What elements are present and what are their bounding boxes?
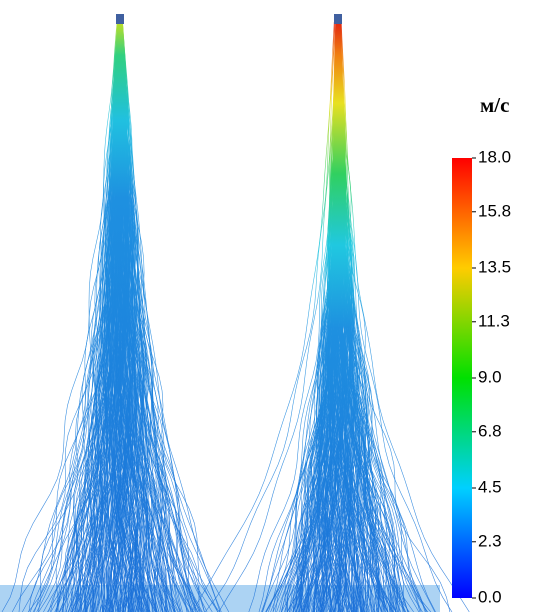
streamline	[258, 21, 337, 612]
streamline	[115, 21, 122, 612]
tick-label: 2.3	[478, 531, 502, 550]
streamline	[292, 21, 338, 612]
streamline	[43, 21, 119, 612]
colorbar	[452, 158, 472, 598]
streamline	[341, 21, 470, 612]
streamline	[11, 21, 118, 612]
streamline	[78, 21, 120, 612]
streamline	[121, 21, 200, 612]
tick-label: 4.5	[478, 477, 502, 496]
streamline	[292, 21, 338, 612]
streamline	[84, 21, 120, 612]
streamline	[248, 21, 336, 612]
nozzle	[334, 14, 342, 24]
tick-label: 9.0	[478, 367, 502, 386]
nozzle	[116, 14, 124, 24]
streamline	[29, 21, 119, 612]
colorbar-ticks: 18.0 15.8 13.5 11.3 9.0 6.8 4.5 2.3 0.0	[472, 147, 511, 606]
streamline	[101, 21, 120, 612]
streamline	[268, 21, 337, 612]
streamlines	[0, 21, 470, 612]
tick-label: 13.5	[478, 257, 511, 276]
streamline	[113, 21, 121, 612]
streamline	[339, 21, 408, 612]
tick-label: 18.0	[478, 147, 511, 166]
streamline	[339, 21, 422, 612]
streamline	[85, 21, 120, 612]
streamline	[335, 21, 353, 612]
streamline	[338, 21, 367, 612]
streamline	[1, 21, 118, 612]
streamline	[339, 21, 406, 612]
streamline	[62, 21, 119, 612]
streamline	[120, 21, 156, 612]
streamline	[55, 21, 119, 612]
streamline	[119, 21, 141, 612]
streamline	[121, 21, 205, 612]
tick-label: 0.0	[478, 587, 502, 606]
streamline	[191, 21, 335, 612]
streamline	[120, 21, 158, 612]
streamline	[28, 21, 119, 612]
colorbar-unit: м/с	[480, 93, 509, 117]
streamline	[121, 21, 188, 612]
streamline	[120, 21, 141, 612]
tick-label: 6.8	[478, 421, 502, 440]
streamline	[83, 21, 120, 612]
streamline	[120, 21, 158, 612]
tick-label: 15.8	[478, 201, 511, 220]
streamline	[121, 21, 200, 612]
streamline	[304, 22, 339, 612]
streamline	[218, 21, 336, 612]
streamline	[38, 21, 119, 612]
streamline	[338, 21, 364, 612]
streamline	[122, 21, 222, 612]
tick-label: 11.3	[478, 311, 510, 330]
